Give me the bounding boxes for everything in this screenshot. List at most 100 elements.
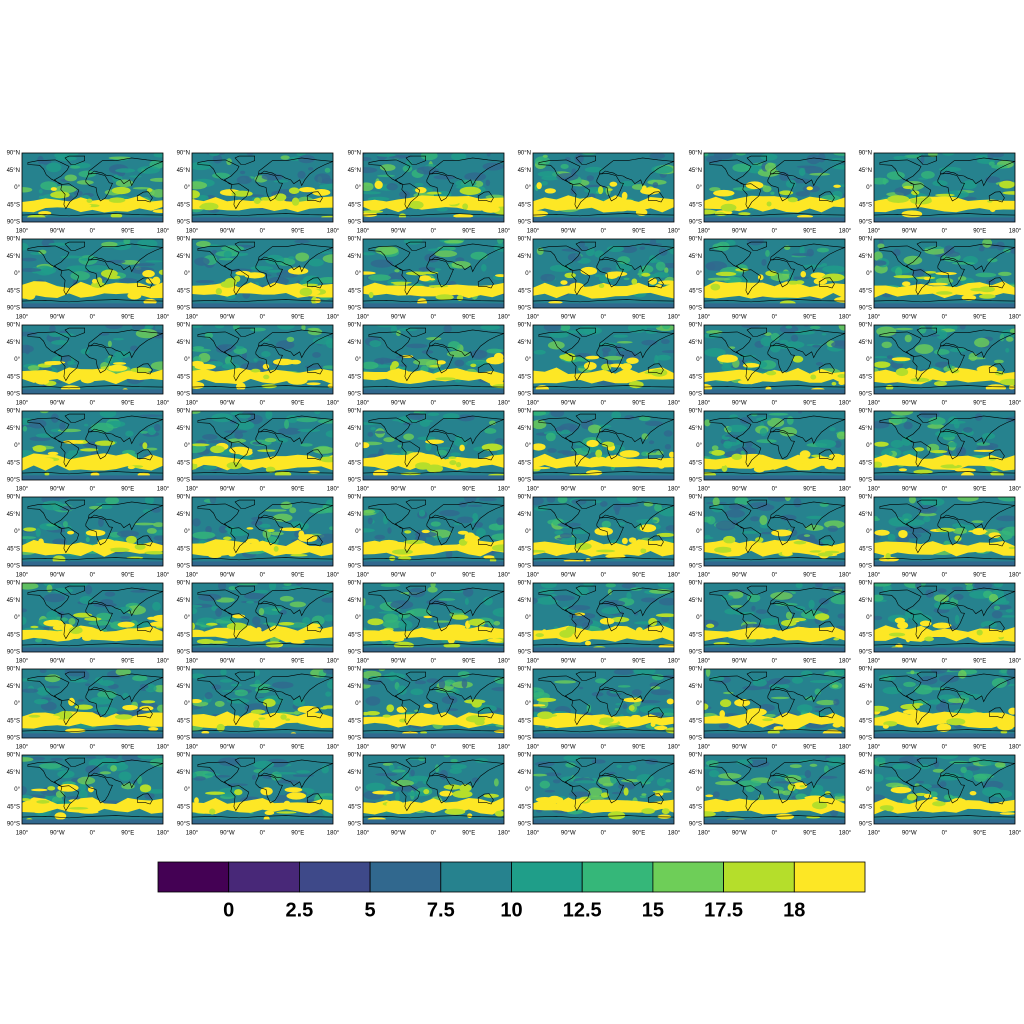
field-blob <box>582 153 597 155</box>
field-blob <box>939 781 947 788</box>
field-blob <box>715 520 736 531</box>
field-blob <box>651 165 673 174</box>
field-blob <box>903 421 913 430</box>
field-blob <box>50 187 57 191</box>
lat-tick-label: 90°S <box>859 564 872 570</box>
field-blob <box>234 715 241 721</box>
field-blob <box>399 190 411 199</box>
field-blob <box>118 771 132 781</box>
field-blob <box>45 685 61 689</box>
field-blob <box>279 595 294 602</box>
field-blob <box>455 461 462 468</box>
field-blob <box>704 348 726 357</box>
field-blob <box>540 273 556 282</box>
colorbar-label: 18 <box>783 899 805 921</box>
field-blob <box>879 805 894 811</box>
field-blob <box>192 772 197 779</box>
field-band <box>874 540 1015 557</box>
field-band <box>22 797 163 814</box>
map-frame <box>191 754 334 825</box>
field-blob <box>457 671 470 678</box>
lon-tick-label: 180° <box>186 659 199 665</box>
field-blob <box>380 164 396 172</box>
field-blob <box>84 683 91 687</box>
field-blob <box>594 250 605 258</box>
polar-strip <box>192 475 333 480</box>
field-blob <box>363 252 376 256</box>
field-blob <box>833 637 840 641</box>
field-blob <box>605 271 619 279</box>
field-blob <box>729 605 744 608</box>
field-blob <box>312 336 333 345</box>
field-blob <box>104 591 116 597</box>
lon-tick-label: 180° <box>498 831 511 837</box>
field-blob <box>99 679 115 687</box>
lat-tick-label: 90°N <box>689 753 702 759</box>
field-blob <box>88 620 112 626</box>
field-blob <box>192 518 201 527</box>
field-blob <box>1001 526 1015 536</box>
field-band <box>22 453 163 471</box>
field-blob <box>714 546 733 553</box>
field-blob <box>151 188 163 198</box>
field-blob <box>46 162 62 173</box>
field-blob <box>803 325 809 327</box>
field-blob <box>809 679 834 684</box>
field-blob <box>831 340 845 349</box>
field-blob <box>581 622 591 631</box>
field-blob <box>269 531 284 536</box>
lon-tick-label: 180° <box>16 745 29 751</box>
field-blob <box>918 411 940 419</box>
field-blob <box>44 674 61 683</box>
lat-tick-label: 45°N <box>859 426 872 432</box>
field-blob <box>414 680 427 685</box>
field-blob <box>298 534 318 542</box>
lon-tick-label: 90°W <box>561 487 576 493</box>
field-blob <box>236 382 246 391</box>
lon-tick-label: 90°W <box>50 315 65 321</box>
field-blob <box>99 757 117 765</box>
lat-tick-label: 90°S <box>177 650 190 656</box>
field-blob <box>425 441 432 452</box>
lon-tick-label: 90°W <box>902 229 917 235</box>
field-blob <box>120 615 131 619</box>
lat-tick-label: 45°S <box>518 202 531 208</box>
lon-tick-label: 180° <box>16 573 29 579</box>
field-blob <box>44 362 61 366</box>
lat-tick-label: 90°S <box>518 478 531 484</box>
field-blob <box>307 167 314 171</box>
lat-tick-label: 90°S <box>859 220 872 226</box>
field-blob <box>145 723 153 727</box>
field-band <box>363 797 504 815</box>
field-blob <box>923 516 931 523</box>
field-blob <box>921 723 927 728</box>
polar-strip <box>874 647 1015 652</box>
field-blob <box>51 339 69 345</box>
field-blob <box>35 527 41 538</box>
lon-tick-label: 0° <box>90 315 96 321</box>
field-blob <box>767 497 790 502</box>
lat-tick-label: 0° <box>355 185 361 191</box>
lat-tick-label: 45°S <box>7 804 20 810</box>
field-blob <box>196 638 215 645</box>
field-blob <box>988 532 1001 539</box>
lat-tick-label: 45°N <box>348 340 361 346</box>
field-blob <box>382 714 391 718</box>
field-blob <box>141 700 156 704</box>
field-blob <box>917 504 938 514</box>
field-blob <box>289 507 297 514</box>
field-blob <box>98 517 104 527</box>
field-blob <box>363 442 370 449</box>
field-blob <box>220 669 227 677</box>
field-blob <box>991 610 1003 619</box>
field-blob <box>836 798 845 802</box>
field-blob <box>548 300 563 304</box>
field-blob <box>760 153 778 161</box>
field-blob <box>225 783 249 787</box>
field-blob <box>118 278 138 283</box>
field-blob <box>286 792 307 800</box>
lat-tick-label: 0° <box>355 443 361 449</box>
lon-tick-label: 180° <box>357 401 370 407</box>
